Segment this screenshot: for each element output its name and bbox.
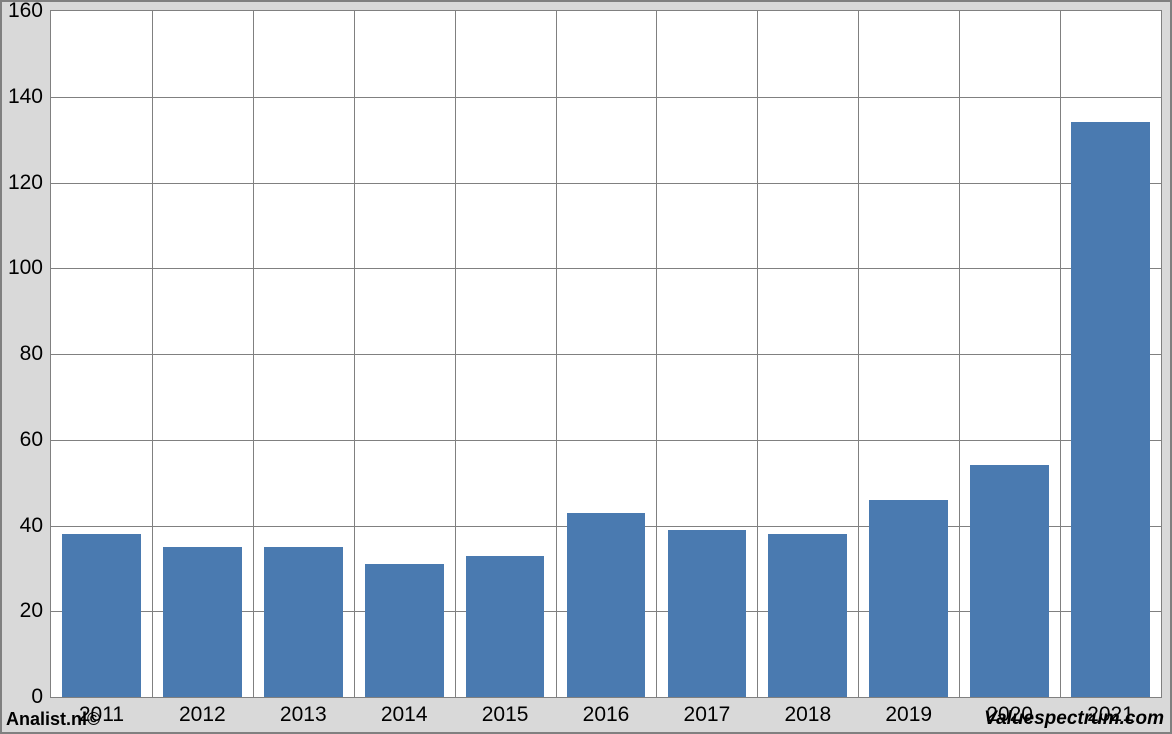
x-tick-label: 2019	[885, 697, 932, 727]
x-tick-label: 2015	[482, 697, 529, 727]
gridline-vertical	[656, 11, 657, 697]
bar	[970, 465, 1049, 697]
gridline-vertical	[858, 11, 859, 697]
bar	[365, 564, 444, 697]
x-tick-label: 2017	[684, 697, 731, 727]
y-tick-label: 40	[20, 514, 51, 538]
y-tick-label: 160	[8, 0, 51, 23]
y-tick-label: 60	[20, 428, 51, 452]
gridline-horizontal	[51, 183, 1161, 184]
x-tick-label: 2016	[583, 697, 630, 727]
gridline-vertical	[1060, 11, 1061, 697]
bar	[264, 547, 343, 697]
x-tick-label: 2014	[381, 697, 428, 727]
x-tick-label: 2012	[179, 697, 226, 727]
y-tick-label: 120	[8, 171, 51, 195]
bar	[768, 534, 847, 697]
y-tick-label: 100	[8, 256, 51, 280]
gridline-vertical	[253, 11, 254, 697]
y-tick-label: 80	[20, 342, 51, 366]
bar	[869, 500, 948, 697]
y-tick-label: 20	[20, 599, 51, 623]
footer-left: Analist.nl©	[6, 709, 100, 730]
gridline-horizontal	[51, 268, 1161, 269]
bar	[62, 534, 141, 697]
bar	[466, 556, 545, 697]
gridline-horizontal	[51, 440, 1161, 441]
y-tick-label: 0	[31, 685, 51, 709]
gridline-horizontal	[51, 97, 1161, 98]
bar	[567, 513, 646, 697]
plot-area: 0204060801001201401602011201220132014201…	[50, 10, 1162, 698]
gridline-vertical	[757, 11, 758, 697]
bar	[163, 547, 242, 697]
gridline-vertical	[959, 11, 960, 697]
gridline-horizontal	[51, 354, 1161, 355]
gridline-vertical	[152, 11, 153, 697]
x-tick-label: 2018	[784, 697, 831, 727]
chart-frame: 0204060801001201401602011201220132014201…	[0, 0, 1172, 734]
x-tick-label: 2013	[280, 697, 327, 727]
bar	[668, 530, 747, 697]
bar	[1071, 122, 1150, 697]
gridline-vertical	[556, 11, 557, 697]
gridline-vertical	[354, 11, 355, 697]
gridline-vertical	[455, 11, 456, 697]
y-tick-label: 140	[8, 85, 51, 109]
footer-right: Valuespectrum.com	[984, 708, 1164, 730]
